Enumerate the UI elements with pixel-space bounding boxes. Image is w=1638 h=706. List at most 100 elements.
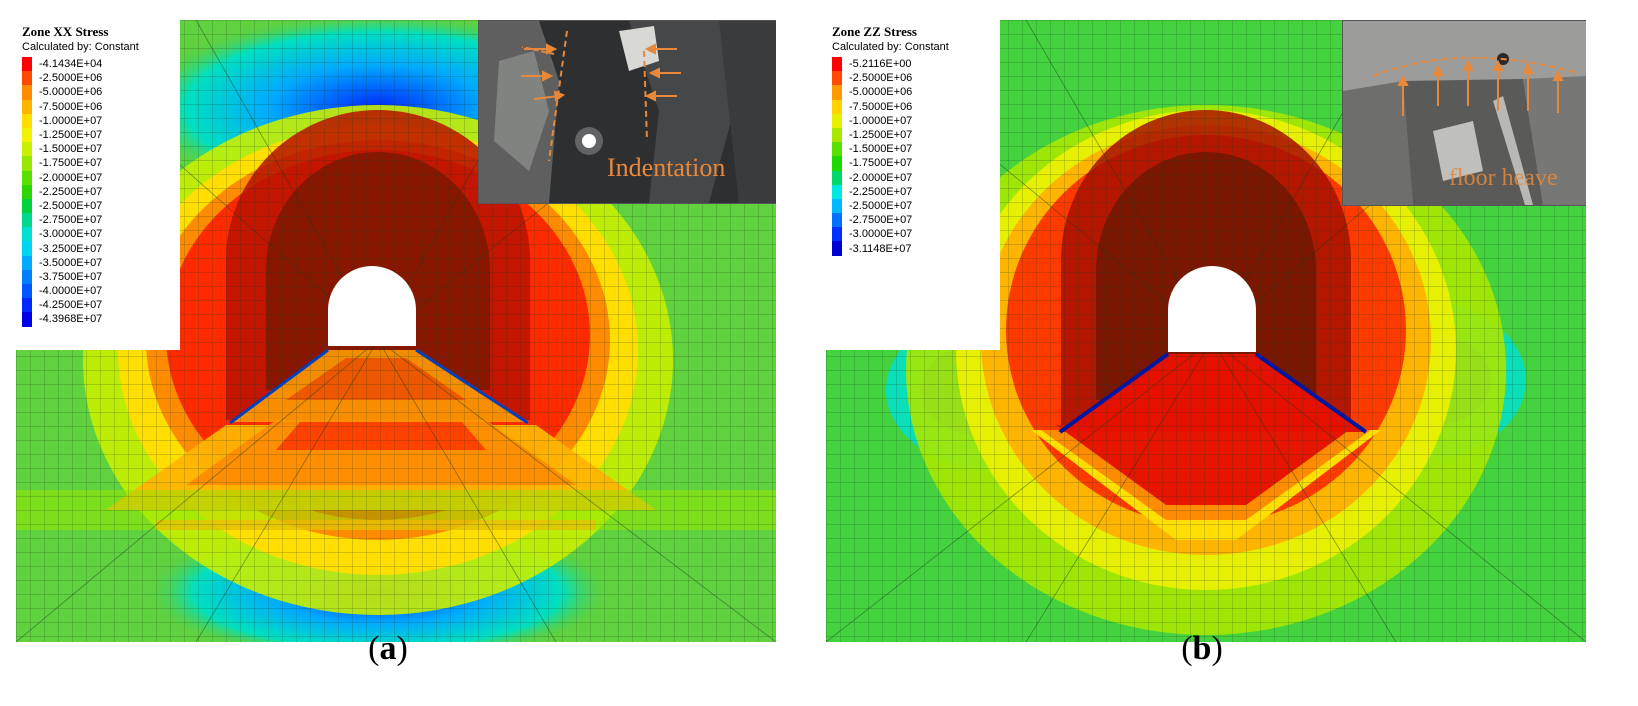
legend-swatch	[832, 142, 842, 157]
legend-entry: -2.7500E+07	[832, 213, 992, 228]
legend-entry: -1.5000E+07	[22, 142, 172, 157]
legend-entry: -2.5000E+07	[22, 198, 172, 214]
legend-title: Zone ZZ Stress	[832, 24, 917, 39]
legend-entry: -2.5000E+06	[832, 71, 992, 86]
legend-entry: -2.5000E+07	[832, 198, 992, 214]
legend-swatch	[832, 113, 842, 128]
legend-value: -1.7500E+07	[849, 157, 913, 170]
legend-entry: -2.0000E+07	[22, 170, 172, 185]
legend-swatch	[22, 312, 32, 327]
legend-value: -3.2500E+07	[39, 242, 103, 255]
legend-value: -2.7500E+07	[849, 214, 913, 227]
legend-value: -3.7500E+07	[39, 270, 103, 283]
legend-entry: -1.2500E+07	[22, 127, 172, 143]
legend-entry: -1.5000E+07	[832, 142, 992, 157]
legend-entry: -3.0000E+07	[22, 227, 172, 242]
legend-value: -5.2116E+00	[849, 58, 912, 71]
legend-swatch	[22, 213, 32, 228]
legend-entry: -2.0000E+07	[832, 170, 992, 185]
legend-entry: -3.5000E+07	[22, 255, 172, 270]
legend-swatch	[832, 127, 842, 143]
legend-swatch	[22, 142, 32, 157]
legend-entries: -5.2116E+00 -2.5000E+06 -5.0000E+06 -7.5000…	[832, 57, 992, 256]
legend-swatch	[22, 198, 32, 214]
legend-value: -3.5000E+07	[39, 256, 103, 269]
caption-b: (b)	[1181, 630, 1223, 667]
legend-zone-xx: Zone XX Stress Calculated by: Constant -…	[16, 20, 180, 350]
legend-entry: -4.1434E+04	[22, 57, 172, 72]
legend-swatch	[22, 284, 32, 299]
field-photo-indentation: Indentation	[478, 20, 776, 204]
legend-entry: -1.7500E+07	[832, 156, 992, 171]
legend-swatch	[832, 213, 842, 228]
legend-swatch	[22, 127, 32, 143]
legend-swatch	[22, 241, 32, 256]
legend-swatch	[832, 85, 842, 100]
legend-value: -3.0000E+07	[849, 228, 913, 241]
legend-entry: -2.7500E+07	[22, 213, 172, 228]
caption-letter: a	[379, 630, 397, 667]
legend-entry: -4.3968E+07	[22, 312, 172, 327]
legend-value: -1.0000E+07	[39, 114, 103, 127]
legend-entry: -2.2500E+07	[832, 184, 992, 199]
legend-entry: -3.2500E+07	[22, 241, 172, 256]
caption-letter: b	[1192, 630, 1212, 667]
legend-entry: -3.7500E+07	[22, 269, 172, 284]
legend-value: -4.1434E+04	[39, 58, 103, 71]
legend-subtitle: Calculated by: Constant	[22, 41, 139, 53]
legend-swatch	[832, 170, 842, 185]
legend-value: -1.2500E+07	[849, 129, 913, 142]
legend-swatch	[22, 184, 32, 199]
field-photo-floor-heave: floor heave	[1342, 20, 1586, 206]
legend-entry: -1.0000E+07	[22, 113, 172, 128]
legend-swatch	[22, 298, 32, 313]
legend-entry: -5.2116E+00	[832, 57, 992, 72]
legend-value: -5.0000E+06	[849, 86, 913, 99]
legend-swatch	[832, 184, 842, 199]
legend-entry: -3.0000E+07	[832, 227, 992, 242]
legend-subtitle: Calculated by: Constant	[832, 41, 949, 53]
stress-panel-b: Zone ZZ Stress Calculated by: Constant -…	[826, 20, 1586, 642]
legend-entry: -2.2500E+07	[22, 184, 172, 199]
legend-value: -2.2500E+07	[849, 185, 913, 198]
legend-value: -4.2500E+07	[39, 299, 103, 312]
photo-label-floor-heave: floor heave	[1449, 165, 1558, 191]
legend-entry: -7.5000E+06	[22, 99, 172, 114]
legend-value: -2.5000E+07	[39, 199, 103, 212]
legend-swatch	[832, 198, 842, 214]
legend-value: -2.5000E+07	[849, 199, 913, 212]
indentation-photo	[479, 21, 776, 203]
legend-value: -3.0000E+07	[39, 228, 103, 241]
legend-value: -2.5000E+06	[849, 72, 913, 85]
legend-swatch	[22, 227, 32, 242]
legend-value: -1.7500E+07	[39, 157, 103, 170]
legend-value: -1.2500E+07	[39, 129, 103, 142]
legend-swatch	[832, 71, 842, 86]
legend-swatch	[832, 99, 842, 114]
legend-value: -2.7500E+07	[39, 214, 103, 227]
legend-swatch	[832, 156, 842, 171]
legend-swatch	[22, 85, 32, 100]
legend-value: -4.0000E+07	[39, 285, 103, 298]
legend-value: -1.5000E+07	[39, 143, 103, 156]
legend-swatch	[22, 156, 32, 171]
legend-swatch	[832, 241, 842, 256]
legend-entry: -4.0000E+07	[22, 284, 172, 299]
legend-entry: -7.5000E+06	[832, 99, 992, 114]
legend-entry: -2.5000E+06	[22, 71, 172, 86]
legend-value: -1.0000E+07	[849, 114, 913, 127]
legend-swatch	[832, 57, 842, 72]
photo-label-indentation: Indentation	[607, 153, 726, 182]
legend-swatch	[22, 269, 32, 284]
legend-entry: -1.7500E+07	[22, 156, 172, 171]
legend-value: -2.0000E+07	[39, 171, 103, 184]
legend-entry: -5.0000E+06	[832, 85, 992, 100]
legend-value: -7.5000E+06	[39, 100, 103, 113]
legend-zone-zz: Zone ZZ Stress Calculated by: Constant -…	[826, 20, 1000, 350]
legend-swatch	[22, 113, 32, 128]
legend-swatch	[22, 71, 32, 86]
legend-value: -7.5000E+06	[849, 100, 913, 113]
legend-swatch	[22, 255, 32, 270]
legend-entry: -1.2500E+07	[832, 127, 992, 143]
legend-swatch	[22, 57, 32, 72]
